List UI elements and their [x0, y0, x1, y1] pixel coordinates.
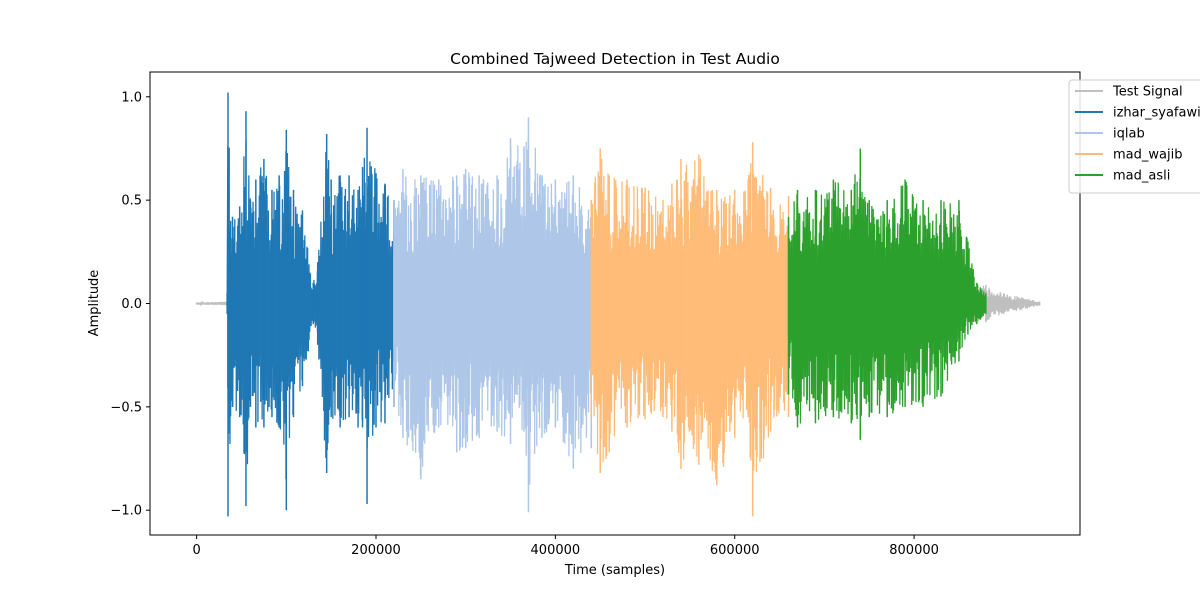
series-line-mad-wajib	[590, 158, 789, 480]
y-tick-label: −0.5	[110, 400, 142, 415]
y-tick-label: 1.0	[121, 90, 142, 105]
series-line-izhar-syafawi	[226, 140, 395, 479]
x-axis: 0 200000 400000 600000 800000	[192, 535, 939, 558]
y-tick-label: 0.0	[121, 297, 142, 312]
series-izhar-syafawi	[226, 92, 395, 517]
series-mad-asli	[787, 148, 987, 440]
chart-title: Combined Tajweed Detection in Test Audio	[450, 50, 780, 68]
legend-label: izhar_syafawi	[1113, 106, 1200, 121]
series-iqlab	[393, 117, 592, 513]
y-axis-title: Amplitude	[87, 270, 102, 337]
x-tick-label: 200000	[351, 543, 401, 558]
x-tick-label: 800000	[889, 543, 939, 558]
series-mad-wajib	[590, 142, 790, 517]
plot-area	[195, 92, 1041, 517]
x-tick-label: 0	[192, 543, 200, 558]
y-tick-label: 0.5	[121, 194, 142, 209]
y-axis: −1.0 −0.5 0.0 0.5 1.0	[110, 90, 150, 519]
legend-box	[1068, 79, 1200, 194]
x-tick-label: 400000	[531, 543, 581, 558]
legend-label: Test Signal	[1112, 85, 1183, 100]
x-tick-label: 600000	[710, 543, 760, 558]
legend-label: mad_asli	[1113, 169, 1170, 184]
x-axis-title: Time (samples)	[564, 563, 665, 578]
legend-label: iqlab	[1113, 127, 1145, 142]
series-line-iqlab	[393, 135, 592, 485]
legend-label: mad_wajib	[1113, 148, 1182, 163]
y-tick-label: −1.0	[110, 504, 142, 519]
